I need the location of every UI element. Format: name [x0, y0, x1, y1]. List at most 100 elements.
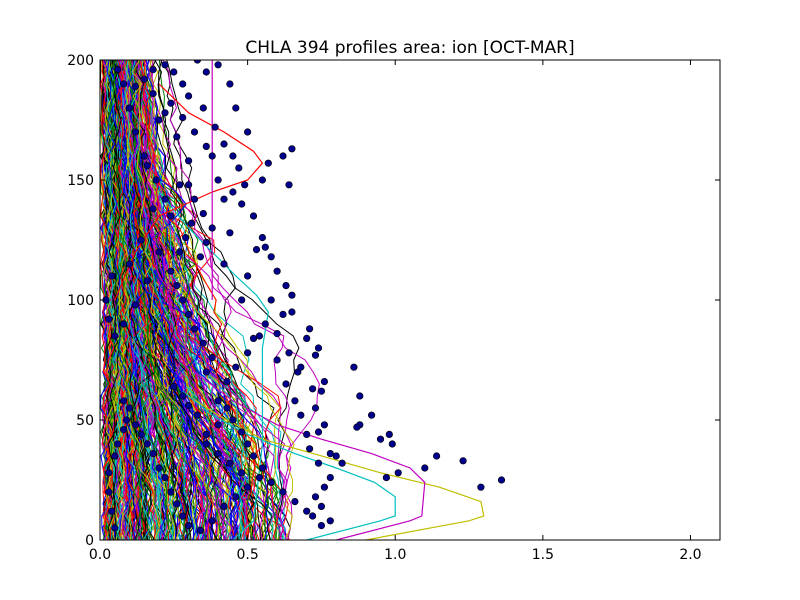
data-point	[282, 380, 290, 388]
profile-line	[137, 60, 234, 540]
profile-line	[149, 60, 293, 540]
data-point	[208, 152, 216, 160]
data-point	[326, 517, 334, 525]
data-point	[388, 440, 396, 448]
data-point	[173, 282, 181, 290]
data-point	[196, 526, 204, 535]
data-point	[185, 402, 193, 410]
data-point	[244, 272, 252, 280]
data-point	[376, 435, 385, 443]
data-point	[382, 474, 391, 482]
data-point	[244, 440, 252, 448]
data-point	[190, 325, 199, 333]
data-point	[273, 267, 281, 275]
profile-line	[138, 60, 211, 540]
data-point	[288, 291, 296, 299]
data-point	[122, 416, 131, 424]
data-point	[193, 411, 201, 419]
data-point	[170, 382, 178, 391]
data-point	[252, 246, 261, 254]
data-point	[258, 464, 267, 472]
data-point	[249, 452, 258, 460]
data-point	[303, 507, 311, 515]
data-point	[149, 65, 157, 74]
profile-line	[143, 60, 214, 540]
data-point	[202, 430, 210, 439]
data-point	[131, 421, 139, 429]
profile-line	[102, 60, 194, 540]
profile-line-highlight	[158, 191, 269, 540]
data-point	[477, 483, 485, 491]
data-point	[143, 440, 151, 448]
profile-line	[106, 60, 136, 540]
data-point	[497, 476, 506, 484]
data-point	[244, 483, 252, 491]
data-point	[232, 363, 240, 371]
data-point	[282, 282, 290, 290]
x-tick-label: 1.5	[532, 547, 554, 563]
data-point	[185, 181, 193, 189]
data-point	[279, 152, 287, 160]
data-point	[155, 464, 163, 472]
data-point	[176, 248, 184, 256]
data-point	[108, 507, 116, 515]
data-point	[140, 152, 148, 160]
data-point	[202, 440, 210, 448]
data-point	[202, 142, 210, 150]
data-point	[214, 176, 222, 184]
data-point	[125, 104, 134, 112]
data-point	[131, 128, 139, 136]
data-point	[161, 474, 169, 482]
data-point	[306, 445, 314, 453]
data-point	[311, 351, 320, 359]
data-point	[119, 320, 128, 328]
data-point	[421, 464, 429, 472]
data-point	[279, 310, 287, 319]
profile-line-highlight	[188, 395, 485, 540]
data-point	[288, 308, 296, 316]
data-point	[137, 430, 145, 439]
profile-line-highlight	[194, 371, 426, 540]
data-point	[179, 512, 187, 520]
data-point	[131, 82, 139, 90]
data-point	[232, 493, 240, 501]
y-tick-label: 200	[67, 53, 94, 69]
profile-line	[141, 60, 243, 540]
data-point	[119, 397, 128, 405]
data-point	[190, 128, 199, 136]
profile-line	[118, 60, 250, 540]
data-point	[187, 219, 196, 227]
data-point	[235, 164, 243, 172]
data-point	[258, 176, 267, 184]
data-point	[394, 469, 402, 477]
data-point	[320, 483, 329, 491]
data-point	[303, 334, 311, 343]
data-point	[238, 200, 246, 208]
data-point	[220, 260, 228, 268]
data-point	[338, 459, 346, 467]
data-point	[190, 195, 199, 203]
data-point	[125, 404, 134, 412]
data-point	[244, 128, 252, 136]
data-point	[119, 80, 128, 88]
data-point	[111, 332, 119, 340]
data-point	[244, 349, 252, 357]
data-point	[208, 224, 216, 232]
data-point	[119, 426, 128, 434]
data-point	[238, 296, 246, 304]
profile-line	[129, 60, 246, 540]
data-point	[149, 89, 157, 98]
data-point	[161, 195, 169, 203]
data-point	[114, 440, 122, 448]
profile-line	[133, 60, 274, 540]
profile-line	[132, 60, 273, 540]
data-point	[149, 450, 157, 458]
data-point	[199, 210, 207, 218]
data-point	[199, 104, 207, 112]
data-point	[173, 500, 181, 508]
data-point	[350, 363, 358, 371]
data-point	[167, 267, 175, 275]
data-point	[149, 205, 157, 213]
profile-line	[120, 60, 227, 540]
data-point	[229, 188, 237, 196]
